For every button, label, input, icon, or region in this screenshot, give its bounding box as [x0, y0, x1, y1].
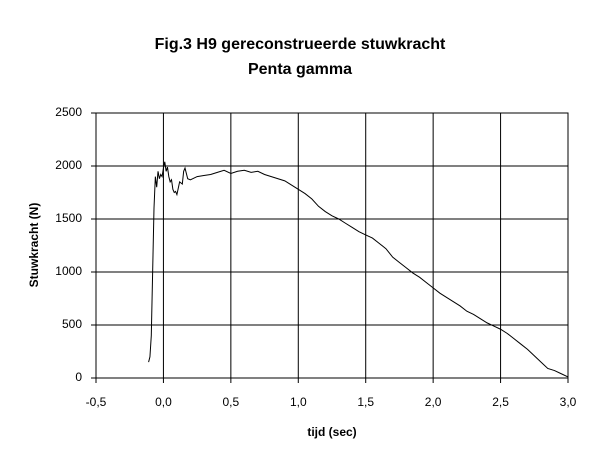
x-axis-title: tijd (sec) [307, 425, 356, 439]
y-tick-label: 1000 [55, 264, 82, 278]
y-axis-title: Stuwkracht (N) [27, 203, 41, 288]
x-tick-label: 1,0 [290, 395, 307, 409]
x-tick-label: 1,5 [357, 395, 374, 409]
x-tick-label: -0,5 [86, 395, 107, 409]
x-tick-label: 0,5 [223, 395, 240, 409]
y-tick-label: 1500 [55, 211, 82, 225]
chart-title: Fig.3 H9 gereconstrueerde stuwkracht [155, 36, 446, 53]
plot-frame [95, 112, 569, 379]
chart-subtitle: Penta gamma [248, 61, 352, 78]
x-tick-label: 0,0 [155, 395, 172, 409]
x-tick-label: 2,5 [492, 395, 509, 409]
y-tick-label: 0 [75, 370, 82, 384]
x-tick-label: 3,0 [560, 395, 577, 409]
data-line [148, 161, 569, 378]
x-tick-label: 2,0 [425, 395, 442, 409]
y-tick-label: 2500 [55, 105, 82, 119]
y-tick-label: 500 [62, 317, 82, 331]
y-tick-label: 2000 [55, 158, 82, 172]
